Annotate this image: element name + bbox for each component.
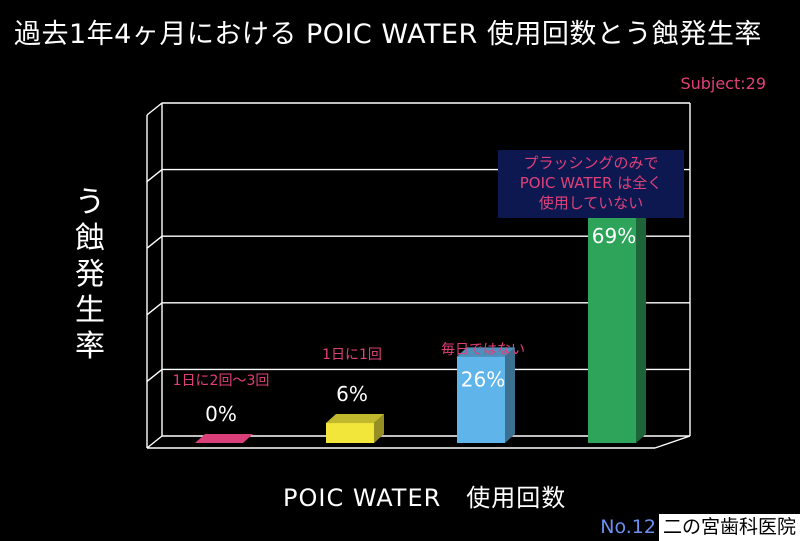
value-label: 6% [336, 382, 368, 406]
category-label: 1日に1回 [322, 347, 382, 363]
chart-title: 過去1年4ヶ月における POIC WATER 使用回数とう蝕発生率 [14, 19, 762, 50]
slide-number: No.12 [600, 516, 656, 538]
category-label: 1日に2回〜3回 [173, 373, 270, 389]
gridline-side [146, 302, 163, 316]
x-axis-label: POIC WATER 使用回数 [283, 484, 567, 512]
value-label: 69% [592, 224, 636, 248]
gridline-side [146, 169, 163, 183]
category-label: 毎日ではない [441, 342, 525, 358]
bar-front [457, 356, 505, 443]
category-label: 使用していない [539, 194, 644, 212]
chart-bars [195, 204, 646, 443]
bar-3 [457, 347, 515, 443]
footer: No.12 二の宮歯科医院 [600, 514, 800, 541]
gridline-side [146, 102, 163, 116]
bar-side [505, 347, 515, 443]
bar-front [326, 423, 374, 443]
bar-front [588, 213, 636, 443]
category-label: プラッシングのみで [523, 154, 658, 172]
gridline-side [146, 435, 163, 449]
gridline-side [146, 368, 163, 382]
y-axis-label: う蝕発生率 [75, 185, 105, 364]
gridline-side [146, 235, 163, 249]
floor-right-edge [654, 435, 691, 449]
value-label: 0% [205, 402, 237, 426]
value-label: 26% [461, 367, 505, 391]
bar-2 [326, 414, 384, 443]
category-label: POIC WATER は全く [520, 174, 662, 192]
chart-labels: 0% 1日に2回〜3回 6% 1日に1回 26% 毎日ではない 69% プラッシングのみで PO… [173, 150, 684, 426]
bar-side [636, 204, 646, 443]
bar-top [326, 414, 384, 424]
annotation-box [498, 150, 684, 218]
bar-flat [195, 434, 253, 443]
bar-side [374, 414, 384, 443]
subject-count: Subject:29 [680, 74, 766, 93]
clinic-name: 二の宮歯科医院 [658, 514, 800, 541]
bar-top [457, 347, 515, 357]
bar-1 [195, 434, 253, 443]
